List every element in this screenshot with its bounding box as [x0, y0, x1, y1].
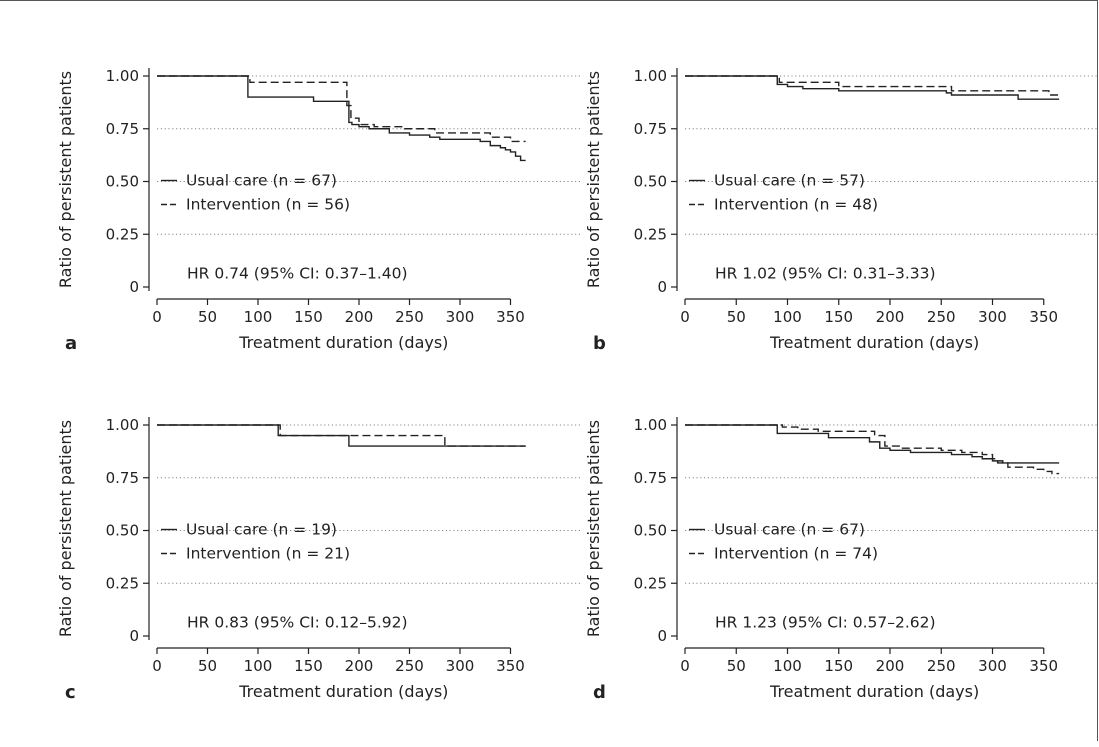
x-tick-label: 250: [395, 657, 424, 675]
y-tick-label: 0: [129, 278, 139, 296]
y-tick-label: 0: [657, 627, 667, 645]
x-tick-label: 150: [294, 657, 323, 675]
legend-label: Intervention (n = 74): [714, 545, 878, 563]
series-line-usual-care: [685, 75, 1060, 100]
y-tick-label: 0.25: [106, 225, 139, 243]
y-tick-label: 0.50: [634, 522, 667, 540]
panel-c: 0 0.25 0.50 0.75 1.00 0 50 100 150 200 250 300 350 Tr…: [56, 416, 581, 703]
x-axis-title: Treatment duration (days): [238, 333, 448, 352]
y-tick-label: 0.25: [634, 574, 667, 592]
x-tick-label: 100: [244, 657, 273, 675]
x-tick-label: 250: [927, 308, 956, 326]
y-tick-label: 0.75: [634, 120, 667, 138]
panel-a: 0 0.25 0.50 0.75 1.00 0 50 100 150 200 250 300 350 Tr…: [56, 67, 581, 354]
x-tick-label: 350: [1029, 308, 1058, 326]
x-tick-label: 300: [978, 308, 1007, 326]
x-axis-title: Treatment duration (days): [769, 682, 979, 701]
x-tick-label: 200: [876, 308, 905, 326]
y-tick-label: 1.00: [634, 67, 667, 85]
y-tick-label: 1.00: [106, 416, 139, 434]
x-tick-label: 250: [927, 657, 956, 675]
x-tick-label: 0: [680, 657, 690, 675]
y-axis-title: Ratio of persistent patients: [56, 71, 75, 288]
legend-label: Usual care (n = 67): [714, 521, 865, 539]
x-tick-label: 300: [978, 657, 1007, 675]
x-tick-label: 150: [824, 657, 853, 675]
y-tick-label: 0.50: [106, 173, 139, 191]
x-tick-label: 150: [294, 308, 323, 326]
x-tick-label: 0: [152, 308, 162, 326]
x-tick-label: 50: [727, 308, 746, 326]
y-tick-label: 0: [657, 278, 667, 296]
y-axis-title: Ratio of persistent patients: [584, 71, 603, 288]
y-tick-label: 0.50: [634, 173, 667, 191]
series-line-intervention: [157, 75, 526, 143]
x-tick-label: 200: [345, 308, 374, 326]
hr-annotation: HR 1.23 (95% CI: 0.57–2.62): [715, 613, 936, 631]
x-tick-label: 350: [496, 308, 525, 326]
series-line-intervention: [685, 75, 1060, 96]
x-tick-label: 50: [198, 308, 217, 326]
x-tick-label: 100: [244, 308, 273, 326]
legend-label: Intervention (n = 56): [186, 196, 350, 214]
panel-d: 0 0.25 0.50 0.75 1.00 0 50 100 150 200 250 300 350 Tr…: [584, 416, 1099, 703]
x-tick-label: 50: [727, 657, 746, 675]
y-tick-label: 0.50: [106, 522, 139, 540]
x-tick-label: 350: [1029, 657, 1058, 675]
x-tick-label: 250: [395, 308, 424, 326]
y-tick-label: 0.75: [106, 120, 139, 138]
series-line-usual-care: [157, 75, 526, 162]
legend-label: Intervention (n = 21): [186, 545, 350, 563]
x-tick-label: 350: [496, 657, 525, 675]
x-tick-label: 0: [680, 308, 690, 326]
legend-label: Usual care (n = 57): [714, 172, 865, 190]
x-tick-label: 50: [198, 657, 217, 675]
x-tick-label: 200: [345, 657, 374, 675]
y-tick-label: 0.25: [106, 574, 139, 592]
series-line-intervention: [157, 424, 526, 447]
x-axis-title: Treatment duration (days): [238, 682, 448, 701]
x-tick-label: 100: [773, 657, 802, 675]
panel-letter: a: [65, 333, 77, 354]
y-tick-label: 0.75: [106, 469, 139, 487]
y-tick-label: 0.25: [634, 225, 667, 243]
y-tick-label: 1.00: [634, 416, 667, 434]
panel-letter: d: [593, 682, 606, 703]
y-axis-title: Ratio of persistent patients: [56, 420, 75, 637]
legend-label: Usual care (n = 67): [186, 172, 337, 190]
hr-annotation: HR 0.83 (95% CI: 0.12–5.92): [187, 613, 408, 631]
x-tick-label: 150: [824, 308, 853, 326]
series-line-intervention: [685, 424, 1060, 475]
legend-label: Intervention (n = 48): [714, 196, 878, 214]
y-axis-title: Ratio of persistent patients: [584, 420, 603, 637]
x-tick-label: 300: [446, 308, 475, 326]
x-tick-label: 100: [773, 308, 802, 326]
panel-letter: c: [65, 682, 76, 703]
x-axis-title: Treatment duration (days): [769, 333, 979, 352]
panel-letter: b: [593, 333, 606, 354]
y-tick-label: 1.00: [106, 67, 139, 85]
panel-b: 0 0.25 0.50 0.75 1.00 0 50 100 150 200 250 300 350 Tr…: [584, 67, 1099, 354]
hr-annotation: HR 0.74 (95% CI: 0.37–1.40): [187, 264, 408, 282]
x-tick-label: 0: [152, 657, 162, 675]
y-tick-label: 0.75: [634, 469, 667, 487]
legend-label: Usual care (n = 19): [186, 521, 337, 539]
hr-annotation: HR 1.02 (95% CI: 0.31–3.33): [715, 264, 936, 282]
x-tick-label: 200: [876, 657, 905, 675]
x-tick-label: 300: [446, 657, 475, 675]
y-tick-label: 0: [129, 627, 139, 645]
